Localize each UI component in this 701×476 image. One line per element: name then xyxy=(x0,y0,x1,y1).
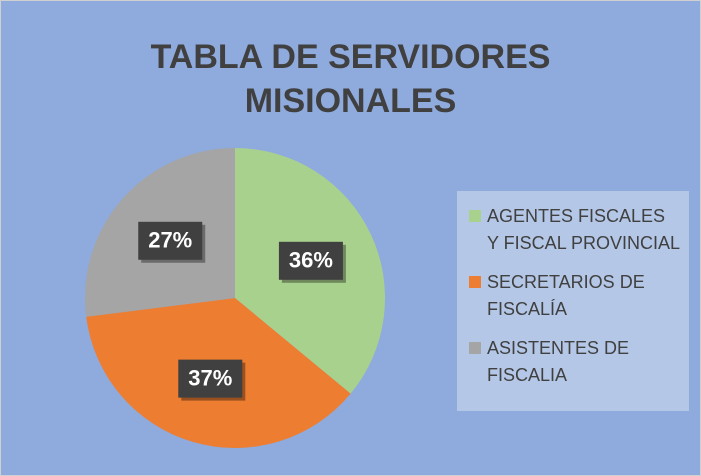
legend: AGENTES FISCALES Y FISCAL PROVINCIAL SECR… xyxy=(457,191,689,411)
legend-label: ASISTENTES DE FISCALIA xyxy=(487,338,630,385)
legend-swatch xyxy=(469,342,481,354)
label-box xyxy=(278,241,343,280)
chart-title: TABLA DE SERVIDORES MISIONALES xyxy=(150,38,551,121)
data-label: 27% xyxy=(148,228,192,253)
legend-label: SECRETARIOS DE FISCALÍA xyxy=(487,272,645,319)
legend-swatch xyxy=(469,276,481,288)
data-label: 37% xyxy=(188,365,232,390)
legend-item: AGENTES FISCALES Y FISCAL PROVINCIAL xyxy=(469,203,681,257)
data-label: 36% xyxy=(289,248,333,273)
legend-swatch xyxy=(469,210,481,222)
title-box: TABLA DE SERVIDORES MISIONALES xyxy=(1,35,700,123)
label-box xyxy=(138,221,203,260)
label-box xyxy=(178,359,243,398)
legend-item: ASISTENTES DE FISCALIA xyxy=(469,335,681,389)
legend-item: SECRETARIOS DE FISCALÍA xyxy=(469,269,681,323)
legend-label: AGENTES FISCALES Y FISCAL PROVINCIAL xyxy=(487,206,681,253)
